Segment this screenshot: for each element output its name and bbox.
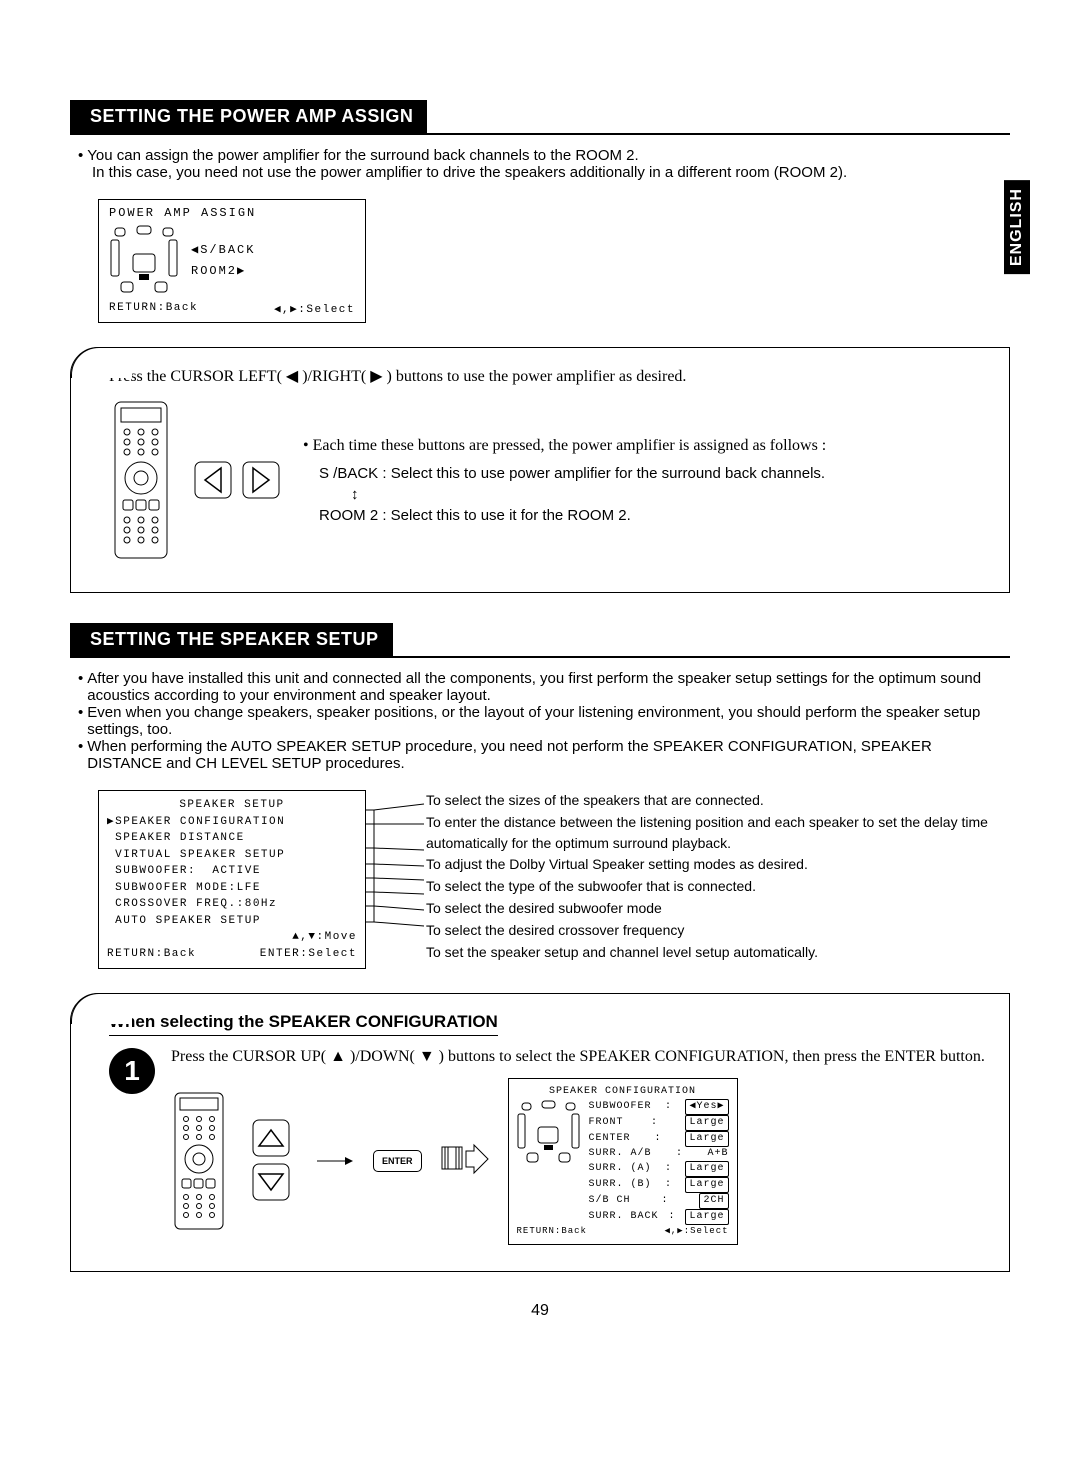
menu-connector-lines bbox=[366, 790, 426, 950]
power-amp-lcd: POWER AMP ASSIGN ◀S/BACK ROOM2▶ RETURN:B… bbox=[98, 199, 366, 323]
config-row-2: CENTER:Large bbox=[589, 1131, 729, 1147]
config-key: SURR. BACK bbox=[589, 1210, 659, 1224]
left-right-buttons-icon bbox=[193, 450, 283, 510]
config-val: Large bbox=[685, 1161, 728, 1177]
page-number: 49 bbox=[70, 1302, 1010, 1320]
config-row-7: SURR. BACK:Large bbox=[589, 1209, 729, 1225]
section2-callout: When selecting the SPEAKER CONFIGURATION… bbox=[70, 993, 1010, 1272]
config-key: CENTER bbox=[589, 1132, 631, 1146]
config-row-0: SUBWOOFER:◀Yes▶ bbox=[589, 1099, 729, 1115]
menu-desc-2: To adjust the Dolby Virtual Speaker sett… bbox=[426, 854, 1010, 875]
menu-desc-6: To set the speaker setup and channel lev… bbox=[426, 942, 1010, 963]
enter-button[interactable]: ENTER bbox=[373, 1150, 422, 1172]
step1-instruction: Press the CURSOR UP( ▲ )/DOWN( ▼ ) butto… bbox=[171, 1048, 987, 1066]
speaker-config-lcd: SPEAKER CONFIGURATION bbox=[508, 1078, 738, 1245]
config-val: Large bbox=[685, 1177, 728, 1193]
section1-title: SETTING THE POWER AMP ASSIGN bbox=[70, 100, 427, 133]
callout-opt-b: ROOM 2 : Select this to use it for the R… bbox=[319, 507, 987, 524]
section2-title: SETTING THE SPEAKER SETUP bbox=[70, 623, 393, 656]
section1-bullet-0: You can assign the power amplifier for t… bbox=[87, 147, 638, 164]
config-row-6: S/B CH:2CH bbox=[589, 1193, 729, 1209]
menu-desc-3: To select the type of the subwoofer that… bbox=[426, 876, 1010, 897]
menu-title: SPEAKER SETUP bbox=[107, 797, 357, 814]
config-key: SURR. (B) bbox=[589, 1178, 652, 1192]
config-val: Large bbox=[685, 1209, 728, 1225]
up-down-buttons-icon bbox=[245, 1118, 297, 1204]
menu-item-6: AUTO SPEAKER SETUP bbox=[107, 913, 357, 930]
config-key: SURR. (A) bbox=[589, 1162, 652, 1176]
config-row-4: SURR. (A):Large bbox=[589, 1161, 729, 1177]
menu-item-4: SUBWOOFER MODE:LFE bbox=[107, 880, 357, 897]
config-key: S/B CH bbox=[589, 1194, 631, 1208]
menu-desc-4: To select the desired subwoofer mode bbox=[426, 898, 1010, 919]
callout-opt-a: S /BACK : Select this to use power ampli… bbox=[319, 465, 987, 482]
menu-descriptions: To select the sizes of the speakers that… bbox=[426, 790, 1010, 964]
section2-bullet-0: After you have installed this unit and c… bbox=[87, 670, 1010, 704]
config-lcd-title: SPEAKER CONFIGURATION bbox=[517, 1085, 729, 1099]
lcd-footer-left: RETURN:Back bbox=[109, 302, 198, 316]
step1-subheader: When selecting the SPEAKER CONFIGURATION bbox=[109, 1012, 498, 1036]
tv-arrow-icon bbox=[440, 1141, 490, 1181]
speaker-setup-menu: SPEAKER SETUP ▶SPEAKER CONFIGURATION SPE… bbox=[98, 790, 366, 969]
section2-intro: After you have installed this unit and c… bbox=[78, 670, 1010, 772]
callout-bullet: Each time these buttons are pressed, the… bbox=[313, 437, 827, 455]
config-key: SUBWOOFER bbox=[589, 1100, 652, 1114]
menu-item-2: VIRTUAL SPEAKER SETUP bbox=[107, 847, 357, 864]
step-number: 1 bbox=[109, 1048, 155, 1094]
section2-bullet-2: When performing the AUTO SPEAKER SETUP p… bbox=[87, 738, 1010, 772]
section1-intro: You can assign the power amplifier for t… bbox=[78, 147, 1010, 181]
config-row-5: SURR. (B):Large bbox=[589, 1177, 729, 1193]
updown-arrow-icon: ↕ bbox=[351, 486, 987, 503]
menu-footer2-right: ENTER:Select bbox=[260, 946, 357, 963]
speaker-layout-icon-2 bbox=[517, 1099, 583, 1195]
menu-item-5: CROSSOVER FREQ.:80Hz bbox=[107, 896, 357, 913]
config-key: SURR. A/B bbox=[589, 1147, 652, 1161]
config-footer-right: ◀,▶:Select bbox=[664, 1225, 728, 1238]
section1-callout: Press the CURSOR LEFT( ◀ )/RIGHT( ▶ ) bu… bbox=[70, 347, 1010, 593]
callout-instruction: Press the CURSOR LEFT( ◀ )/RIGHT( ▶ ) bu… bbox=[109, 366, 987, 386]
menu-item-1: SPEAKER DISTANCE bbox=[107, 830, 357, 847]
config-val: A+B bbox=[707, 1147, 728, 1161]
config-val: 2CH bbox=[699, 1193, 728, 1209]
menu-item-0: ▶SPEAKER CONFIGURATION bbox=[107, 814, 357, 831]
config-key: FRONT bbox=[589, 1116, 624, 1130]
lcd-footer-right: ◀,▶:Select bbox=[274, 302, 355, 316]
remote-icon bbox=[109, 400, 173, 560]
section1-bullet-1: In this case, you need not use the power… bbox=[92, 164, 1010, 181]
speaker-layout-icon bbox=[109, 224, 181, 296]
remote-icon-2 bbox=[171, 1091, 227, 1231]
section2-bullet-1: Even when you change speakers, speaker p… bbox=[87, 704, 1010, 738]
lcd-opt2: ROOM2▶ bbox=[191, 263, 255, 278]
lcd-title: POWER AMP ASSIGN bbox=[109, 206, 355, 220]
menu-item-3: SUBWOOFER: ACTIVE bbox=[107, 863, 357, 880]
menu-desc-5: To select the desired crossover frequenc… bbox=[426, 920, 1010, 941]
language-tab: ENGLISH bbox=[1004, 180, 1030, 274]
menu-desc-0: To select the sizes of the speakers that… bbox=[426, 790, 1010, 811]
config-footer-left: RETURN:Back bbox=[517, 1225, 587, 1238]
menu-footer2-left: RETURN:Back bbox=[107, 946, 196, 963]
config-val: ◀Yes▶ bbox=[685, 1099, 728, 1115]
config-val: Large bbox=[685, 1115, 728, 1131]
config-val: Large bbox=[685, 1131, 728, 1147]
lcd-opt1: ◀S/BACK bbox=[191, 242, 255, 257]
menu-desc-1: To enter the distance between the listen… bbox=[426, 812, 1010, 854]
arrow-right-icon bbox=[315, 1155, 355, 1167]
config-row-3: SURR. A/B:A+B bbox=[589, 1147, 729, 1161]
menu-footer1: ▲,▼:Move bbox=[107, 929, 357, 946]
config-row-1: FRONT:Large bbox=[589, 1115, 729, 1131]
